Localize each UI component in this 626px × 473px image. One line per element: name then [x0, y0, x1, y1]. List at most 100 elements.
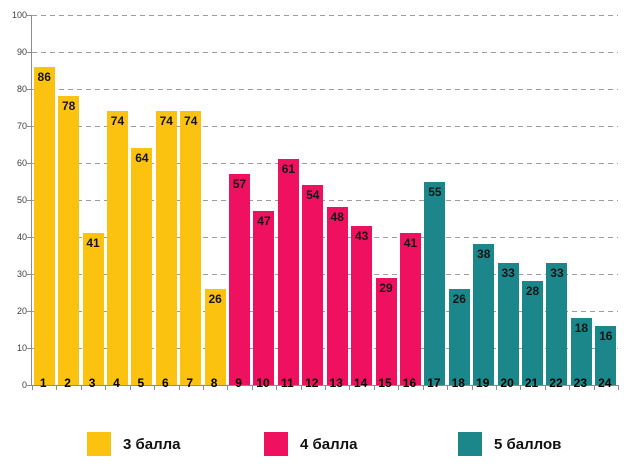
gridline — [32, 199, 618, 201]
bar-17: 55 — [424, 181, 446, 385]
gridline — [32, 310, 618, 312]
bar-11: 61 — [277, 159, 299, 385]
x-tick-label: 14 — [353, 376, 368, 390]
bar-value-label: 29 — [379, 280, 393, 295]
x-tick-label: 5 — [137, 376, 145, 390]
x-tick-label: 17 — [427, 376, 441, 390]
bar-value-label: 57 — [232, 177, 247, 192]
bar-9: 57 — [229, 174, 251, 385]
bar-value-label: 55 — [428, 184, 442, 199]
x-axis-tick — [56, 385, 58, 390]
x-axis-tick — [447, 385, 449, 390]
bar-value-label: 54 — [306, 188, 320, 203]
y-tick-label: 90 — [16, 47, 27, 57]
legend-swatch — [264, 432, 288, 456]
legend-label: 5 баллов — [494, 435, 562, 453]
y-axis-tick — [27, 347, 32, 349]
bar-4: 74 — [106, 111, 128, 385]
x-axis-tick — [373, 385, 375, 390]
y-tick-label: 20 — [16, 306, 27, 316]
bar-value-label: 38 — [477, 247, 491, 262]
y-axis-tick — [27, 162, 32, 164]
bar-22: 33 — [546, 262, 568, 385]
legend-item-3: 5 баллов — [458, 432, 561, 456]
x-axis-tick — [593, 385, 595, 390]
bar-value-label: 28 — [525, 284, 540, 299]
bar-value-label: 33 — [501, 265, 515, 280]
bar-value-label: 74 — [110, 114, 125, 129]
x-axis-tick — [569, 385, 571, 390]
x-axis-tick — [202, 385, 204, 390]
x-tick-label: 10 — [256, 376, 270, 390]
bar-6: 74 — [155, 111, 177, 385]
bar-value-label: 47 — [257, 214, 271, 229]
bar-value-label: 86 — [37, 69, 51, 84]
x-axis-tick — [227, 385, 229, 390]
x-tick-label: 22 — [549, 376, 563, 390]
y-axis-tick — [27, 125, 32, 127]
bar-13: 48 — [326, 207, 348, 385]
x-axis-tick — [276, 385, 278, 390]
bar-19: 38 — [473, 244, 495, 385]
y-tick-label: 0 — [21, 380, 27, 390]
x-tick-label: 1 — [39, 376, 47, 390]
x-tick-label: 19 — [476, 376, 490, 390]
x-axis-tick — [178, 385, 180, 390]
bar-value-label: 74 — [159, 114, 173, 129]
x-axis-tick — [105, 385, 107, 390]
legend-label: 3 балла — [123, 435, 181, 453]
x-axis-tick — [495, 385, 497, 390]
bar-8: 26 — [204, 288, 226, 385]
y-tick-label: 10 — [16, 343, 27, 353]
gridline — [32, 125, 618, 127]
x-tick-label: 20 — [500, 376, 514, 390]
x-tick-label: 4 — [113, 376, 120, 390]
bar-24: 16 — [595, 325, 617, 385]
bar-value-label: 16 — [599, 328, 613, 343]
bar-value-label: 18 — [574, 321, 589, 336]
x-axis-tick — [325, 385, 326, 390]
x-axis-tick — [154, 385, 156, 390]
plot-area: 0 10 20 30 40 50 60 70 80 90 100 86 78 41 74 64 74 74 26 57… — [12, 10, 619, 390]
x-tick-label: 23 — [573, 376, 588, 390]
bar-value-label: 61 — [281, 162, 296, 177]
x-axis-tick — [544, 385, 546, 390]
bar-21: 28 — [522, 281, 544, 385]
y-axis-tick — [27, 199, 32, 201]
x-axis-tick — [618, 385, 619, 390]
y-axis-tick — [27, 14, 32, 16]
y-tick-label: 30 — [16, 269, 27, 279]
bar-23: 18 — [570, 318, 592, 385]
gridline — [32, 347, 618, 349]
x-axis-tick — [398, 385, 400, 390]
bar-value-label: 26 — [208, 291, 222, 306]
x-tick-label: 21 — [524, 376, 539, 390]
x-tick-label: 7 — [186, 376, 194, 390]
x-axis-tick — [422, 385, 424, 390]
x-tick-label: 2 — [64, 376, 71, 390]
x-axis-tick — [129, 385, 131, 390]
legend-swatch — [87, 432, 111, 456]
bar-value-label: 64 — [135, 151, 149, 166]
bar-value-label: 41 — [403, 236, 418, 251]
bar-12: 54 — [302, 185, 324, 385]
bar-10: 47 — [253, 211, 275, 385]
bar-value-label: 48 — [330, 210, 344, 225]
gridline — [32, 273, 618, 275]
y-tick-label: 40 — [16, 232, 27, 242]
x-axis-tick — [80, 385, 82, 390]
x-axis-tick — [32, 385, 33, 390]
x-tick-label: 15 — [378, 376, 392, 390]
legend-swatch — [458, 432, 482, 456]
x-axis-tick — [300, 385, 302, 390]
bar-15: 29 — [375, 277, 397, 385]
x-axis-tick — [349, 385, 351, 390]
gridline — [32, 14, 618, 16]
x-tick-label: 11 — [281, 376, 294, 390]
y-tick-label: 50 — [16, 195, 27, 205]
legend-label: 4 балла — [300, 435, 358, 453]
x-tick-label: 9 — [235, 376, 242, 390]
y-axis-tick — [27, 236, 32, 238]
x-tick-label: 12 — [305, 376, 319, 390]
x-tick-label: 8 — [210, 376, 218, 390]
